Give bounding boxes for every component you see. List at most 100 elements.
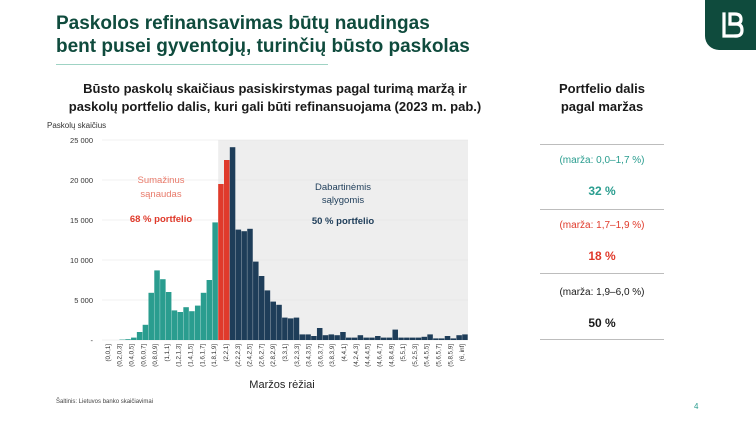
- bar: [287, 318, 294, 340]
- bar: [415, 337, 422, 340]
- bar: [346, 337, 352, 340]
- y-axis-ticks: - 5 000 10 000 15 000 20 000 25 000: [70, 136, 93, 345]
- annotation-right-line-2: sąlygomis: [322, 195, 364, 206]
- y-tick-label: 5 000: [74, 296, 93, 305]
- bar: [194, 305, 201, 340]
- x-tick-label: (0,8,0,9]: [152, 344, 159, 367]
- bar: [165, 292, 172, 340]
- side-title-line-2: pagal maržas: [560, 99, 644, 114]
- bar: [229, 147, 236, 340]
- y-axis-label: Paskolų skaičius: [47, 121, 106, 130]
- bar: [427, 334, 433, 340]
- x-axis-ticks: (0,0,1] (0,2,0,3] (0,4,0,5] (0,6,0,7] (0,8,0…: [105, 344, 466, 367]
- lb-logo-icon: [705, 0, 756, 50]
- bar: [386, 337, 393, 340]
- side-row-mid-margin: (marža: 1,7–1,9 %) 18 %: [540, 219, 664, 263]
- x-tick-label: (4,6,4,7]: [376, 344, 383, 367]
- bar: [398, 337, 404, 340]
- bar: [438, 338, 445, 340]
- bar: [253, 261, 259, 340]
- margin-distribution-chart: Paskolų skaičius - 5 000 10 000 15 000 20 00…: [47, 121, 468, 391]
- annotation-left-share: 68 % portfelio: [130, 214, 192, 225]
- bar: [409, 337, 416, 340]
- side-row-low-margin-share: 32 %: [588, 184, 616, 198]
- title-underline: [56, 64, 328, 65]
- y-tick-label: 10 000: [70, 256, 93, 265]
- bar: [241, 231, 247, 340]
- x-tick-label: (4,4,4,5]: [365, 344, 372, 367]
- bar: [322, 335, 329, 340]
- x-tick-label: (0,4,0,5]: [129, 344, 136, 367]
- bar: [456, 335, 462, 340]
- x-tick-label: (6, inf]: [459, 344, 466, 361]
- side-title-line-1: Portfelio dalis: [559, 81, 645, 96]
- x-tick-label: (0,0,1]: [105, 344, 112, 362]
- x-tick-label: (4,4,1]: [341, 344, 348, 362]
- annotation-right-share: 50 % portfelio: [312, 216, 374, 227]
- bar: [212, 222, 218, 340]
- bar: [316, 328, 323, 340]
- bar: [276, 304, 282, 340]
- side-panel-title: Portfelio dalis pagal maržas: [540, 80, 664, 116]
- side-row-high-margin-range: (marža: 1,9–6,0 %): [559, 287, 645, 298]
- x-tick-label: (2,8,2,9]: [270, 344, 277, 367]
- side-row-low-margin: (marža: 0,0–1,7 %) 32 %: [540, 154, 664, 198]
- side-row-mid-margin-range: (marža: 1,7–1,9 %): [559, 220, 645, 231]
- annotation-right-line-1: Dabartinėmis: [315, 182, 371, 193]
- y-tick-label: 25 000: [70, 136, 93, 145]
- side-divider: [540, 273, 664, 274]
- source-note: Šaltinis: Lietuvos banko skaičiavimai: [56, 399, 154, 405]
- bar: [264, 290, 271, 340]
- y-tick-label: -: [91, 336, 94, 345]
- bar: [357, 335, 364, 340]
- bar: [462, 334, 468, 340]
- x-tick-label: (2,6,2,7]: [258, 344, 265, 367]
- x-tick-label: (5,2,5,3]: [412, 344, 419, 367]
- annotation-left-line-1: Sumažinus: [138, 175, 185, 186]
- x-tick-label: (3,3,1]: [282, 344, 289, 362]
- x-tick-label: (5,6,5,7]: [435, 344, 442, 367]
- side-row-mid-margin-share: 18 %: [588, 249, 616, 263]
- bar: [148, 292, 154, 340]
- annotation-left-line-2: sąnaudas: [140, 189, 181, 200]
- side-divider: [540, 144, 664, 145]
- x-tick-label: (0,6,0,7]: [140, 344, 147, 367]
- x-axis-label: Maržos rėžiai: [249, 379, 314, 391]
- slide-title-line-1: Paskolos refinansavimas būtų naudingas: [56, 13, 430, 34]
- bar: [444, 336, 451, 340]
- bar: [160, 279, 166, 340]
- bar: [351, 337, 358, 340]
- chart-title-line-2: paskolų portfelio dalis, kuri gali būti …: [68, 99, 482, 114]
- bar: [380, 337, 387, 340]
- bar: [171, 310, 178, 340]
- bar: [270, 301, 276, 340]
- x-tick-label: (3,4,3,5]: [306, 344, 313, 367]
- bar: [235, 229, 242, 340]
- bar: [404, 337, 410, 340]
- bar: [189, 311, 195, 340]
- bar: [206, 280, 213, 340]
- bar: [334, 335, 340, 340]
- chart-title: Būsto paskolų skaičiaus pasiskirstymas p…: [40, 80, 510, 116]
- bar: [142, 324, 149, 340]
- bar: [369, 337, 375, 340]
- bar: [177, 312, 184, 340]
- y-tick-label: 20 000: [70, 176, 93, 185]
- bar: [305, 334, 311, 340]
- x-tick-label: (3,6,3,7]: [317, 344, 324, 367]
- x-tick-label: (2,4,2,5]: [247, 344, 254, 367]
- bar: [340, 332, 346, 340]
- bar: [200, 292, 207, 340]
- bar: [224, 160, 230, 340]
- bar: [154, 270, 160, 340]
- bar: [421, 336, 428, 340]
- slide-title: Paskolos refinansavimas būtų naudingas b…: [56, 12, 470, 58]
- x-tick-label: (1,2,1,3]: [176, 344, 183, 367]
- side-divider: [540, 209, 664, 210]
- x-tick-label: (5,4,5,5]: [424, 344, 431, 367]
- x-tick-label: (2,2,2,3]: [235, 344, 242, 367]
- bar: [125, 339, 131, 340]
- x-tick-label: (1,4,1,5]: [188, 344, 195, 367]
- bar: [293, 317, 300, 340]
- x-tick-label: (1,8,1,9]: [211, 344, 218, 367]
